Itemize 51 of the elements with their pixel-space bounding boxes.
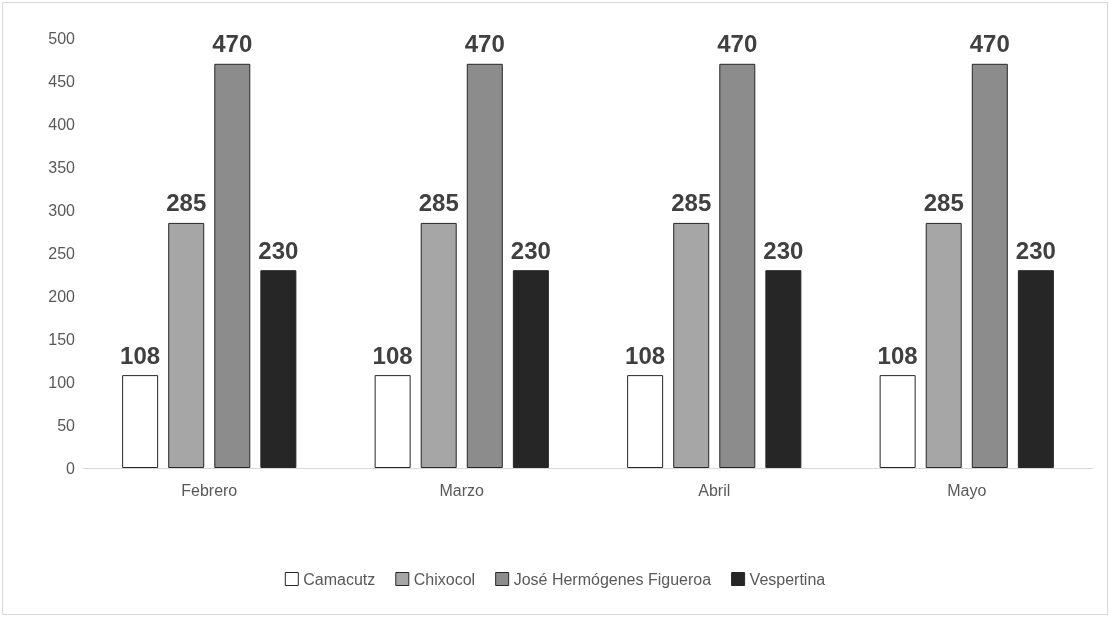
- bar: [879, 375, 916, 468]
- data-label: 230: [1015, 236, 1056, 264]
- legend-label: José Hermógenes Figueroa: [513, 570, 712, 588]
- bar: [971, 63, 1008, 468]
- bar: [673, 222, 710, 468]
- data-label: 108: [120, 341, 161, 369]
- data-label: 230: [763, 236, 804, 264]
- x-tick-label: Marzo: [439, 481, 485, 499]
- y-tick-label: 450: [48, 72, 76, 90]
- y-tick-label: 50: [57, 416, 76, 434]
- bar: [512, 270, 549, 468]
- bar: [122, 375, 159, 468]
- data-label: 285: [671, 189, 712, 217]
- data-label: 470: [464, 30, 505, 58]
- data-label: 470: [717, 30, 758, 58]
- x-tick-label: Mayo: [947, 481, 987, 499]
- y-tick-label: 350: [48, 158, 76, 176]
- legend-label: Vespertina: [749, 570, 826, 588]
- data-label: 230: [510, 236, 551, 264]
- data-label: 230: [258, 236, 299, 264]
- bar: [374, 375, 411, 468]
- y-tick-label: 150: [48, 330, 76, 348]
- y-tick-label: 0: [66, 459, 76, 477]
- bar: [214, 63, 251, 468]
- x-tick-label: Abril: [698, 481, 731, 499]
- bar: [168, 222, 205, 468]
- y-tick-label: 100: [48, 373, 76, 391]
- bar: [925, 222, 962, 468]
- data-label: 108: [372, 341, 413, 369]
- bar: [765, 270, 802, 468]
- x-tick-label: Febrero: [181, 481, 238, 499]
- data-label: 285: [166, 189, 207, 217]
- data-label: 470: [212, 30, 253, 58]
- bar: [719, 63, 756, 468]
- y-tick-label: 300: [48, 201, 76, 219]
- data-label: 108: [877, 341, 918, 369]
- legend-label: Chixocol: [413, 570, 476, 588]
- data-label: 108: [625, 341, 666, 369]
- y-tick-label: 200: [48, 287, 76, 305]
- legend-label: Camacutz: [303, 570, 376, 588]
- data-label: 285: [418, 189, 459, 217]
- bar: [420, 222, 457, 468]
- y-tick-label: 500: [48, 29, 76, 47]
- y-tick-label: 400: [48, 115, 76, 133]
- bar: [1017, 270, 1054, 468]
- bar: [260, 270, 297, 468]
- data-label: 470: [969, 30, 1010, 58]
- data-label: 285: [923, 189, 964, 217]
- y-tick-label: 250: [48, 244, 76, 262]
- bar: [627, 375, 664, 468]
- bar: [466, 63, 503, 468]
